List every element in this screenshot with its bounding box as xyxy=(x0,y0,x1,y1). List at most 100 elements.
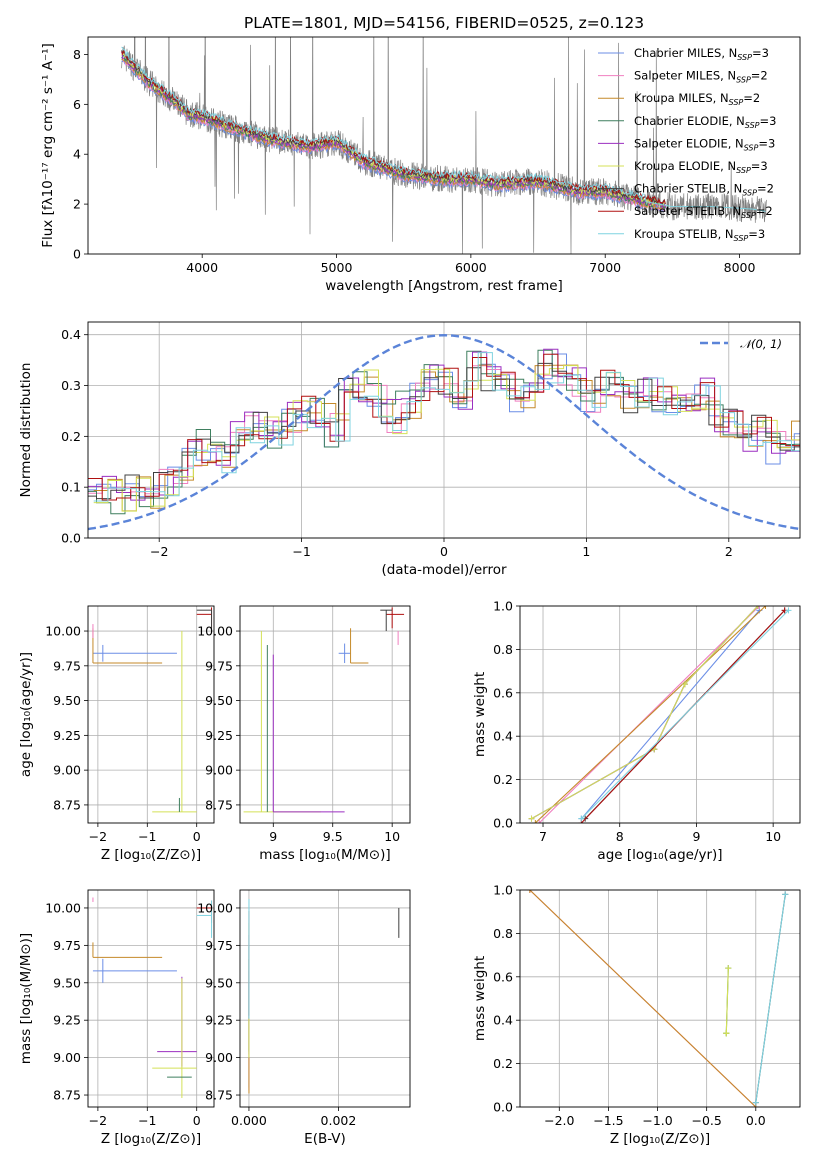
y-tick-label: 9.00 xyxy=(53,1050,81,1065)
y-tick-label: 0.8 xyxy=(493,642,513,657)
legend-entry-label: Kroupa ELODIE, NSSP=3 xyxy=(634,159,768,175)
x-tick-label: 10 xyxy=(384,829,400,844)
y-tick-label: 0.3 xyxy=(61,378,81,393)
legend-entry-label: Chabrier MILES, NSSP=3 xyxy=(634,46,769,62)
y-tick-label: 0.2 xyxy=(493,772,513,787)
y-tick-label: 9.75 xyxy=(53,658,81,673)
axes-frame xyxy=(519,605,801,824)
histogram-step-kroupa-miles xyxy=(93,364,800,512)
weight-line-salpeter-elodie xyxy=(531,606,759,820)
x-tick-label: 0 xyxy=(193,1113,201,1128)
plot-area xyxy=(248,898,400,1094)
weight-marker xyxy=(752,1099,759,1106)
weight-marker xyxy=(782,891,789,898)
x-tick-label: 1 xyxy=(582,544,590,559)
y-tick-label: 10.00 xyxy=(45,900,81,915)
x-tick-label: −2 xyxy=(89,829,107,844)
y-tick-label: 9.25 xyxy=(205,728,233,743)
chart-weight-vs-Z: −2.0 −1.5 −1.0 −0.5 0.0 0.0 0.2 0.4 0.6 0.8 1.0 Z [… xyxy=(472,883,801,1147)
y-tick-label: 8 xyxy=(73,47,81,62)
x-tick-label: 2 xyxy=(725,544,733,559)
axes-frame xyxy=(87,321,801,539)
y-axis-label: mass [log₁₀(M/M⊙)] xyxy=(18,933,34,1064)
y-tick-label: 0.0 xyxy=(61,531,81,546)
normal-curve xyxy=(88,333,800,531)
weight-line-kroupa-miles xyxy=(534,606,766,823)
y-tick-label: 9.25 xyxy=(205,1013,233,1028)
weight-line-kroupa-miles xyxy=(529,890,757,1107)
x-tick-label: −1 xyxy=(138,1113,156,1128)
y-tick-label: 1.0 xyxy=(493,883,513,898)
legend: 𝒩(0, 1) xyxy=(700,337,782,351)
x-tick-label: −2 xyxy=(89,1113,107,1128)
y-tick-label: 8.75 xyxy=(53,797,81,812)
axes-frame xyxy=(239,889,411,1108)
y-tick-label: 10.00 xyxy=(197,900,233,915)
legend-entry-label: Chabrier STELIB, NSSP=2 xyxy=(634,182,774,198)
axes-frame xyxy=(519,889,801,1108)
histogram-step-salpeter-stelib xyxy=(88,353,800,501)
x-tick-label: 0 xyxy=(440,544,448,559)
x-tick-label: −1 xyxy=(292,544,310,559)
x-axis-label: mass [log₁₀(M/M⊙)] xyxy=(259,847,390,863)
y-tick-label: 9.50 xyxy=(205,975,233,990)
x-axis-label: Z [log₁₀(Z/Z⊙)] xyxy=(101,847,201,863)
y-tick-label: 0.0 xyxy=(493,1100,513,1115)
chart-mass-vs-Z: −2 −1 0 8.75 9.00 9.25 9.50 9.75 10.00 Z [log₁₀(Z… xyxy=(18,889,215,1147)
plot-area xyxy=(528,606,792,823)
y-tick-label: 9.25 xyxy=(53,1013,81,1028)
y-tick-label: 6 xyxy=(73,97,81,112)
plot-area xyxy=(88,333,800,531)
histogram-step-chabrier-miles xyxy=(88,353,800,498)
weight-line-kroupa-elodie xyxy=(725,968,729,1034)
chart-age-vs-mass: 9 9.5 10 8.75 9.00 9.25 9.50 9.75 10.00 mass [log… xyxy=(197,605,411,863)
axes-frame xyxy=(87,889,215,1108)
weight-marker xyxy=(723,1030,730,1037)
weight-marker xyxy=(756,606,763,609)
x-tick-label: 0.0 xyxy=(746,1113,766,1128)
x-tick-label: 9 xyxy=(692,829,700,844)
x-axis-label: wavelength [Angstrom, rest frame] xyxy=(325,278,563,294)
plot-area xyxy=(243,607,405,813)
weight-line-chabrier-elodie xyxy=(531,606,759,820)
x-axis-label: age [log₁₀(age/yr)] xyxy=(597,847,722,863)
y-tick-label: 2 xyxy=(73,197,81,212)
plot-area xyxy=(92,897,213,1099)
model-line-salpeter-elodie xyxy=(121,51,666,209)
chart-weight-vs-age: 7 8 9 10 0.0 0.2 0.4 0.6 0.8 1.0 age [log₁₀(age/yr… xyxy=(472,599,801,863)
x-tick-label: −1.0 xyxy=(642,1113,672,1128)
x-tick-label: 7 xyxy=(539,829,547,844)
legend: Chabrier MILES, NSSP=3 Salpeter MILES, NS… xyxy=(598,46,776,243)
x-tick-label: 5000 xyxy=(321,260,353,275)
model-line-kroupa-stelib xyxy=(121,46,766,212)
legend-entry-label: 𝒩(0, 1) xyxy=(740,337,782,351)
histogram-step-kroupa-stelib xyxy=(93,352,800,502)
legend-entry-label: Salpeter STELIB, NSSP=2 xyxy=(634,204,773,220)
y-tick-label: 0 xyxy=(73,247,81,262)
weight-marker xyxy=(681,681,688,688)
plot-area xyxy=(92,607,213,813)
legend-entry-label: Salpeter ELODIE, NSSP=3 xyxy=(634,136,775,152)
legend-entry-label: Kroupa STELIB, NSSP=3 xyxy=(634,227,765,243)
weight-line-kroupa-stelib xyxy=(755,894,786,1103)
y-tick-label: 10.00 xyxy=(45,624,81,639)
x-axis-label: (data-model)/error xyxy=(381,562,507,578)
y-axis-label: mass weight xyxy=(472,956,488,1041)
x-axis-label: Z [log₁₀(Z/Z⊙)] xyxy=(101,1131,201,1147)
legend-entry-label: Chabrier ELODIE, NSSP=3 xyxy=(634,114,776,130)
y-tick-label: 9.50 xyxy=(53,693,81,708)
y-tick-label: 10.00 xyxy=(197,624,233,639)
y-tick-label: 0.6 xyxy=(493,969,513,984)
weight-line-kroupa-elodie xyxy=(531,606,759,820)
y-tick-label: 0.8 xyxy=(493,926,513,941)
y-tick-label: 0.4 xyxy=(61,327,81,342)
weight-line-kroupa-stelib xyxy=(581,609,789,820)
legend-entry-label: Salpeter MILES, NSSP=2 xyxy=(634,69,768,85)
y-tick-label: 9.00 xyxy=(53,763,81,778)
weight-marker xyxy=(725,965,732,972)
x-tick-label: −2.0 xyxy=(544,1113,574,1128)
weight-marker xyxy=(785,607,792,614)
weight-line-salpeter-miles xyxy=(538,606,760,823)
chart-residuals: −2 −1 0 1 2 0.0 0.1 0.2 0.3 0.4 (data-model)/error… xyxy=(18,321,801,578)
histogram-step-chabrier-stelib xyxy=(88,362,800,500)
